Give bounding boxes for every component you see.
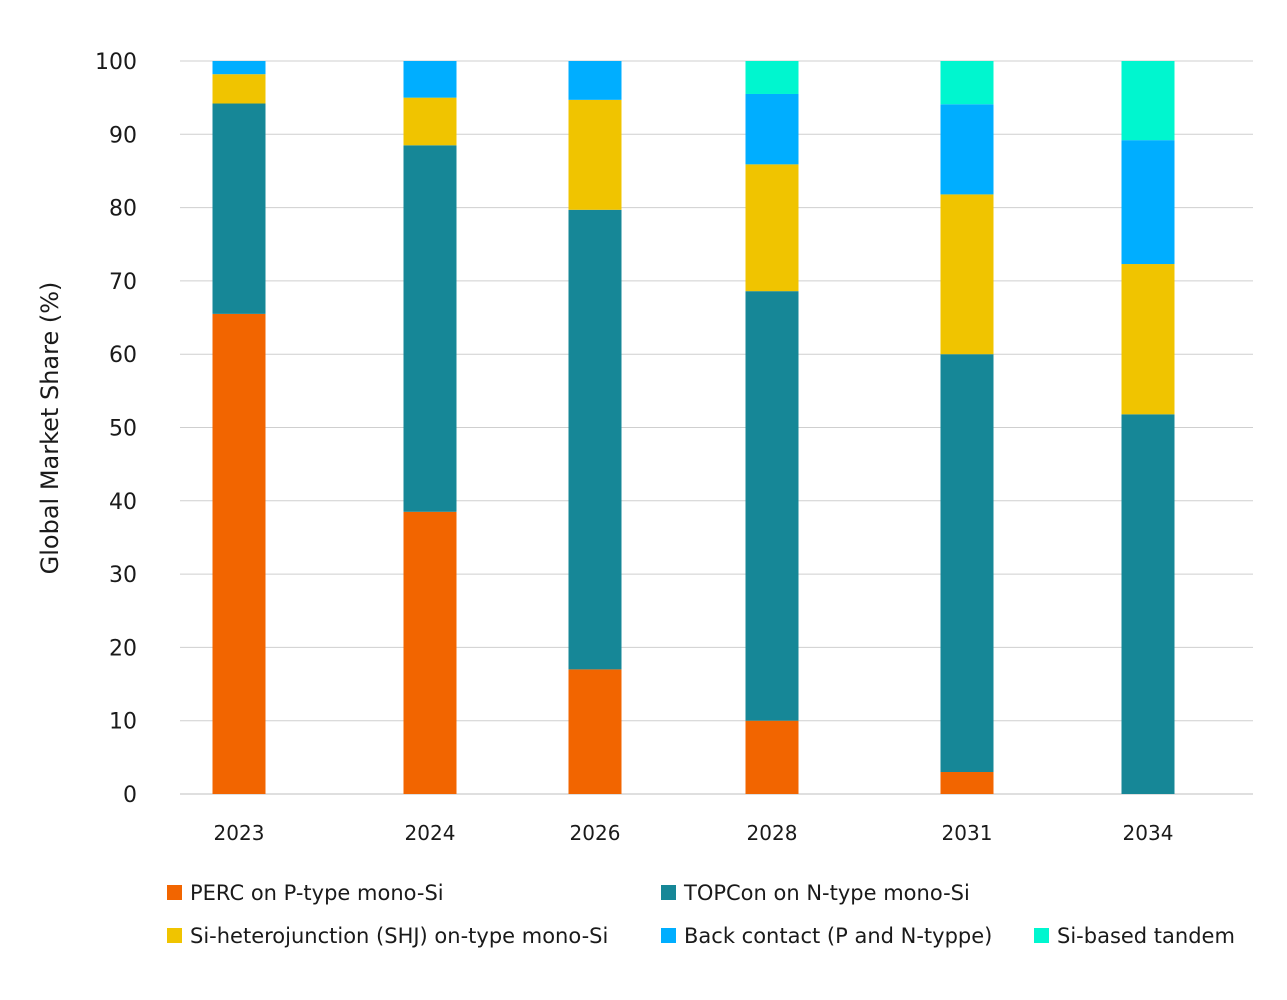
bar-segment	[745, 720, 799, 794]
y-tick-label: 20	[109, 636, 137, 661]
legend-item: Si-heterojunction (SHJ) on-type mono-Si	[167, 924, 608, 948]
bar-segment	[745, 93, 799, 165]
x-tick-label: 2024	[405, 821, 456, 845]
bar-segment	[403, 97, 457, 146]
legend-swatch	[167, 885, 182, 900]
bar-segment	[940, 354, 994, 773]
legend-item: Back contact (P and N-typpe)	[661, 924, 992, 948]
bar-segment	[1121, 414, 1175, 794]
bar-segment	[1121, 264, 1175, 415]
x-tick-label: 2034	[1123, 821, 1174, 845]
y-tick-label: 90	[109, 123, 137, 148]
x-tick-label: 2028	[747, 821, 798, 845]
legend-swatch	[1034, 928, 1049, 943]
x-tick-label: 2026	[570, 821, 621, 845]
bar-segment	[212, 103, 266, 314]
bar-segment	[568, 209, 622, 670]
legend-swatch	[661, 885, 676, 900]
y-tick-label: 50	[109, 417, 137, 442]
legend-item: PERC on P-type mono-Si	[167, 881, 444, 905]
legend-swatch	[661, 928, 676, 943]
y-tick-label: 0	[123, 783, 137, 808]
bar-segment	[940, 194, 994, 355]
legend-label: Back contact (P and N-typpe)	[684, 924, 992, 948]
y-axis-title: Global Market Share (%)	[36, 282, 64, 575]
y-tick-label: 70	[109, 270, 137, 295]
y-tick-label: 30	[109, 563, 137, 588]
legend-item: TOPCon on N-type mono-Si	[661, 881, 970, 905]
x-tick-label: 2023	[214, 821, 265, 845]
legend-label: Si-based tandem	[1057, 924, 1235, 948]
bar-segment	[568, 669, 622, 794]
y-tick-label: 100	[95, 50, 137, 75]
bar-segment	[940, 104, 994, 195]
bar-segment	[940, 61, 994, 105]
bar-segment	[212, 61, 266, 75]
legend-label: Si-heterojunction (SHJ) on-type mono-Si	[190, 924, 608, 948]
gridlines	[180, 60, 1253, 795]
y-tick-label: 40	[109, 490, 137, 515]
bar-segment	[568, 61, 622, 100]
legend-label: TOPCon on N-type mono-Si	[683, 881, 970, 905]
y-tick-label: 60	[109, 343, 137, 368]
bar-segment	[745, 164, 799, 292]
bars	[212, 61, 1175, 794]
legend-label: PERC on P-type mono-Si	[190, 881, 444, 905]
y-axis-ticks: 0 10 20 30 40 50 60 70 80 90 100	[95, 50, 137, 808]
bar-segment	[940, 772, 994, 794]
legend: PERC on P-type mono-Si TOPCon on N-type m…	[167, 881, 1235, 948]
bar-segment	[403, 145, 457, 512]
x-axis-ticks: 2023 2024 2026 2028 2031 2034	[214, 821, 1174, 845]
bar-segment	[1121, 61, 1175, 141]
y-tick-label: 10	[109, 710, 137, 735]
x-tick-label: 2031	[942, 821, 993, 845]
bar-segment	[568, 99, 622, 210]
bar-segment	[745, 291, 799, 721]
bar-segment	[403, 511, 457, 794]
y-tick-label: 80	[109, 197, 137, 222]
bar-segment	[212, 74, 266, 104]
legend-swatch	[167, 928, 182, 943]
bar-segment	[745, 61, 799, 94]
legend-item: Si-based tandem	[1034, 924, 1235, 948]
bar-segment	[212, 313, 266, 794]
bar-segment	[1121, 140, 1175, 265]
bar-segment	[403, 61, 457, 98]
